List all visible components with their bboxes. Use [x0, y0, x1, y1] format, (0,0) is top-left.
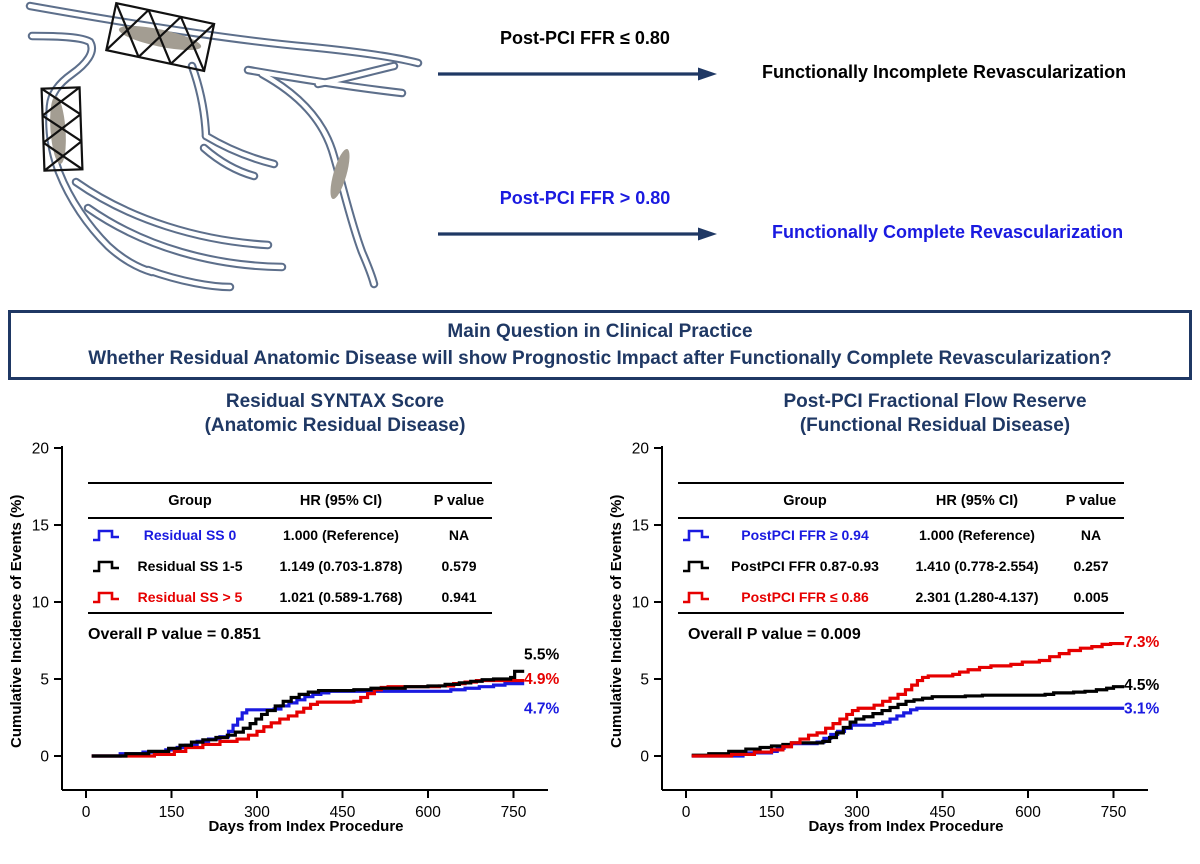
- question-line-2: Whether Residual Anatomic Disease will s…: [88, 348, 1112, 369]
- col-header-group: Group: [714, 484, 896, 519]
- table-row-p: 0.257: [1073, 557, 1109, 574]
- chart-title: Residual SYNTAX Score (Anatomic Residual…: [0, 386, 600, 438]
- y-tick-label: 20: [632, 441, 650, 458]
- chart-title-line2: (Anatomic Residual Disease): [204, 415, 466, 436]
- chart-title: Post-PCI Fractional Flow Reserve (Functi…: [600, 386, 1200, 438]
- x-tick-label: 150: [759, 804, 785, 821]
- table-row-p: 0.941: [441, 588, 477, 605]
- charts-row: Residual SYNTAX Score (Anatomic Residual…: [0, 386, 1200, 856]
- hr-table: Group HR (95% CI) P value PostPCI FFR ≥ …: [678, 482, 1124, 614]
- question-box: Main Question in Clinical Practice Wheth…: [8, 310, 1192, 380]
- x-axis-label: Days from Index Procedure: [808, 818, 1004, 835]
- chart-title-line1: Post-PCI Fractional Flow Reserve: [783, 391, 1087, 412]
- chart-postpci-ffr: Post-PCI Fractional Flow Reserve (Functi…: [600, 386, 1200, 856]
- arrow-complete-icon: [438, 227, 717, 241]
- x-tick-label: 300: [244, 804, 270, 821]
- x-tick-label: 450: [930, 804, 956, 821]
- x-tick-label: 0: [682, 804, 691, 821]
- question-line-1: Main Question in Clinical Practice: [447, 321, 753, 342]
- table-row-p: 0.579: [441, 557, 477, 574]
- x-tick-label: 450: [330, 804, 356, 821]
- table-row-p: 0.005: [1073, 588, 1109, 605]
- y-tick-label: 0: [40, 749, 49, 766]
- condition-complete-label: Post-PCI FFR > 0.80: [499, 188, 671, 208]
- overall-p-value: Overall P value = 0.851: [88, 626, 261, 643]
- y-tick-label: 20: [32, 441, 50, 458]
- x-tick-label: 600: [1015, 804, 1041, 821]
- col-header-p: P value: [1058, 484, 1124, 519]
- table-row-hr: 1.149 (0.703-1.878): [279, 557, 403, 574]
- y-tick-label: 10: [632, 595, 650, 612]
- legend-step-icon: [88, 581, 124, 612]
- table-row-group: PostPCI FFR 0.87-0.93: [731, 557, 879, 574]
- chart-title-line2: (Functional Residual Disease): [799, 415, 1071, 436]
- col-header-p: P value: [426, 484, 492, 519]
- outcome-complete-label: Functionally Complete Revascularization: [772, 222, 1124, 242]
- curve-end-label: 3.1%: [1124, 700, 1160, 717]
- table-corner: [678, 484, 714, 519]
- legend-step-icon: [678, 550, 714, 581]
- x-tick-label: 0: [82, 804, 91, 821]
- y-tick-label: 15: [32, 518, 49, 535]
- overall-p-value: Overall P value = 0.009: [688, 626, 861, 643]
- x-tick-label: 600: [415, 804, 441, 821]
- x-tick-label: 750: [501, 804, 527, 821]
- condition-incomplete-label: Post-PCI FFR ≤ 0.80: [500, 28, 670, 48]
- col-header-hr: HR (95% CI): [896, 484, 1058, 519]
- table-row-hr: 1.000 (Reference): [283, 526, 399, 543]
- plaque-deposits: [50, 25, 350, 200]
- table-corner: [88, 484, 124, 519]
- km-curve: [691, 641, 1125, 758]
- coronary-artery-diagram: [25, 1, 423, 292]
- km-curve: [691, 685, 1125, 757]
- table-row-hr: 1.000 (Reference): [919, 526, 1035, 543]
- km-curve: [91, 669, 525, 758]
- curve-end-label: 7.3%: [1124, 634, 1160, 651]
- arrow-incomplete-icon: [438, 67, 717, 81]
- y-tick-label: 15: [632, 518, 649, 535]
- stent-icon: [40, 86, 84, 172]
- table-row-group: Residual SS 1-5: [137, 557, 243, 574]
- table-row-group: PostPCI FFR ≤ 0.86: [741, 588, 869, 605]
- y-tick-label: 5: [640, 672, 649, 689]
- curve-end-label: 4.7%: [524, 700, 560, 717]
- y-tick-label: 0: [640, 749, 649, 766]
- legend-step-icon: [678, 519, 714, 550]
- table-row-p: NA: [1080, 526, 1102, 543]
- km-plot: 0 5 10 15 20 0 150 300 450 600 750 4.7% 4.9% 5.5%: [32, 441, 560, 822]
- col-header-group: Group: [124, 484, 256, 519]
- chart-title-line1: Residual SYNTAX Score: [225, 391, 445, 412]
- table-row-hr: 2.301 (1.280-4.137): [915, 588, 1039, 605]
- table-row-hr: 1.410 (0.778-2.554): [915, 557, 1039, 574]
- table-row-p: NA: [448, 526, 470, 543]
- stent-icon: [105, 1, 216, 73]
- y-tick-label: 5: [40, 672, 49, 689]
- chart-residual-syntax: Residual SYNTAX Score (Anatomic Residual…: [0, 386, 600, 856]
- x-tick-label: 750: [1101, 804, 1127, 821]
- legend-step-icon: [678, 581, 714, 612]
- curve-end-label: 4.5%: [1124, 677, 1160, 694]
- hr-table: Group HR (95% CI) P value Residual SS 0 …: [88, 482, 492, 614]
- table-row-hr: 1.021 (0.589-1.768): [279, 588, 403, 605]
- col-header-hr: HR (95% CI): [256, 484, 426, 519]
- table-row-group: Residual SS 0: [143, 526, 237, 543]
- x-axis-label: Days from Index Procedure: [208, 818, 404, 835]
- km-plot: 0 5 10 15 20 0 150 300 450 600 750 3.1% 4.5% 7.3%: [632, 441, 1160, 822]
- x-tick-label: 150: [159, 804, 185, 821]
- legend-step-icon: [88, 519, 124, 550]
- top-section: Post-PCI FFR ≤ 0.80 Functionally Incompl…: [0, 0, 1200, 302]
- table-row-group: PostPCI FFR ≥ 0.94: [741, 526, 869, 543]
- legend-step-icon: [88, 550, 124, 581]
- outcome-incomplete-label: Functionally Incomplete Revascularizatio…: [762, 62, 1127, 82]
- curve-end-label: 5.5%: [524, 646, 560, 663]
- table-row-group: Residual SS > 5: [137, 588, 243, 605]
- y-tick-label: 10: [32, 595, 50, 612]
- x-tick-label: 300: [844, 804, 870, 821]
- curve-end-label: 4.9%: [524, 671, 560, 688]
